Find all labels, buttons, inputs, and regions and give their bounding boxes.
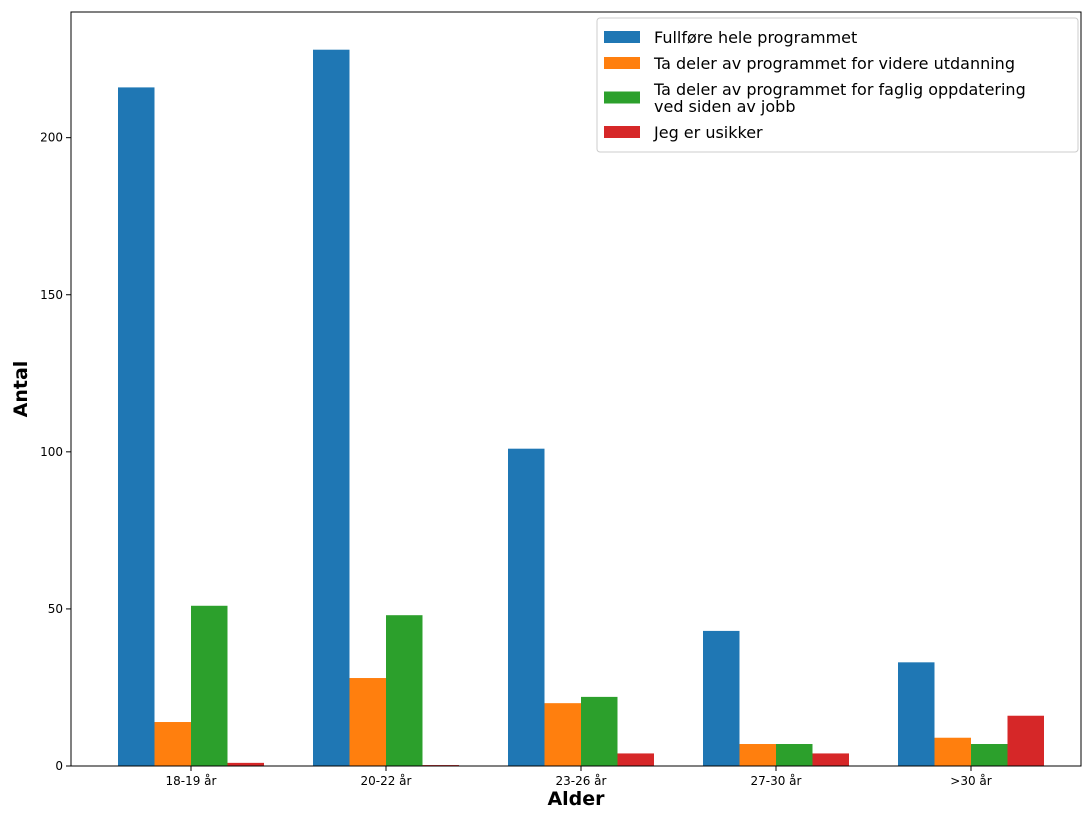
legend-swatch-2 xyxy=(604,57,640,69)
bar-3-3 xyxy=(581,696,618,766)
legend-label-4: Jeg er usikker xyxy=(653,123,763,142)
y-tick-label: 100 xyxy=(40,445,63,459)
plot-frame xyxy=(70,11,1082,767)
bar-1-4 xyxy=(703,630,740,766)
legend-swatch-4 xyxy=(604,126,640,138)
x-tick-label: >30 år xyxy=(950,774,991,788)
x-tick-label: 23-26 år xyxy=(556,774,607,788)
bar-2-3 xyxy=(544,703,581,766)
bar-1-3 xyxy=(508,448,545,766)
y-tick-label: 150 xyxy=(40,288,63,302)
bar-2-4 xyxy=(739,744,776,766)
legend: Fullføre hele programmet Ta deler av prog… xyxy=(596,17,1079,153)
bar-2-5 xyxy=(934,737,971,766)
bar-1-1 xyxy=(118,87,155,766)
y-tick-label: 200 xyxy=(40,131,63,145)
legend-box xyxy=(596,17,1079,153)
legend-swatch-1 xyxy=(604,31,640,43)
x-tick-label: 20-22 år xyxy=(361,774,412,788)
x-tick-label: 18-19 år xyxy=(166,774,217,788)
legend-swatch-3 xyxy=(604,91,640,104)
y-axis-label: Antal xyxy=(10,361,32,418)
bars-group xyxy=(118,49,1044,766)
bar-3-2 xyxy=(386,615,423,766)
bar-4-1 xyxy=(227,762,264,766)
bar-3-5 xyxy=(971,744,1008,766)
legend-label-3: Ta deler av programmet for faglig oppdat… xyxy=(653,80,1026,116)
bar-1-5 xyxy=(898,662,935,766)
x-tick-label: 27-30 år xyxy=(751,774,802,788)
y-tick-label: 50 xyxy=(48,602,63,616)
bar-3-4 xyxy=(776,744,813,766)
legend-label-2: Ta deler av programmet for videre utdann… xyxy=(653,54,1015,73)
legend-label-1: Fullføre hele programmet xyxy=(654,28,857,47)
axes-group: 0 50 100 150 200 18-19 år 20-22 år 23-26 år 27-3… xyxy=(40,11,1082,788)
bar-2-1 xyxy=(154,722,191,766)
y-tick-label: 0 xyxy=(55,759,63,773)
bar-1-2 xyxy=(313,49,350,766)
bar-3-1 xyxy=(191,605,228,766)
bar-2-2 xyxy=(349,678,386,766)
bar-4-3 xyxy=(617,753,654,766)
x-axis-label: Alder xyxy=(547,788,605,810)
bar-4-5 xyxy=(1007,715,1044,766)
bar-4-4 xyxy=(812,753,849,766)
